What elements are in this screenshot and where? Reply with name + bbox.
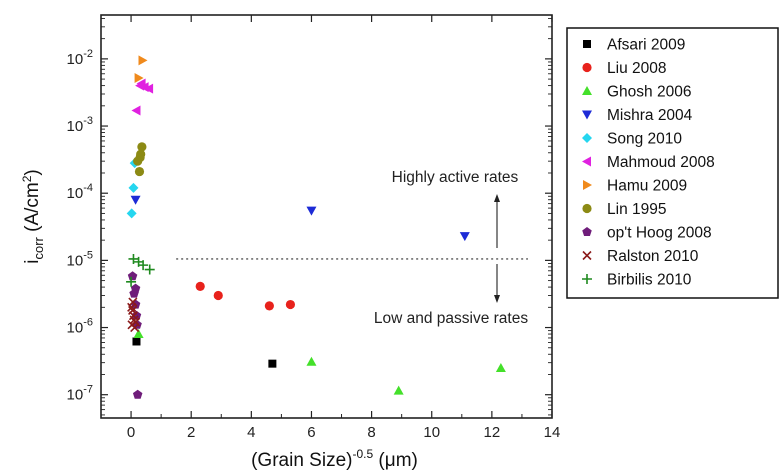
data-point xyxy=(126,276,137,287)
annotation-highly-active: Highly active rates xyxy=(392,169,519,186)
y-tick-label: 10-5 xyxy=(67,249,93,269)
data-point xyxy=(130,283,141,293)
x-tick-label: 4 xyxy=(247,424,255,441)
legend-label: Mishra 2004 xyxy=(607,107,693,124)
legend-marker xyxy=(582,133,592,143)
data-point xyxy=(132,389,143,399)
data-point xyxy=(213,290,223,301)
legend-marker xyxy=(583,40,591,48)
legend-marker xyxy=(583,180,592,190)
data-point xyxy=(306,356,317,366)
legend-marker xyxy=(582,227,592,237)
plot-layer xyxy=(126,55,506,399)
data-point xyxy=(135,80,145,91)
data-point xyxy=(127,302,137,312)
x-tick-label: 6 xyxy=(307,424,315,441)
y-axis-title: icorr (A/cm2) xyxy=(20,169,46,264)
data-point xyxy=(138,260,149,271)
data-point xyxy=(133,329,144,339)
data-point xyxy=(393,385,404,395)
data-point xyxy=(306,206,317,216)
data-point xyxy=(128,182,139,193)
legend-label: Song 2010 xyxy=(607,131,682,148)
y-tick-label: 10-3 xyxy=(67,115,93,135)
data-point xyxy=(134,72,144,83)
data-point xyxy=(495,362,506,372)
legend-label: Birbilis 2010 xyxy=(607,272,692,289)
data-point xyxy=(144,83,154,94)
legend-marker xyxy=(582,86,592,95)
data-point xyxy=(127,271,138,281)
y-tick-label: 10-6 xyxy=(67,317,93,337)
x-tick-label: 10 xyxy=(423,424,440,441)
annotations-layer: Highly active rates Low and passive rates xyxy=(176,169,528,327)
data-point xyxy=(134,166,145,177)
data-point xyxy=(131,105,141,116)
legend-label: Hamu 2009 xyxy=(607,178,687,195)
legend-label: Lin 1995 xyxy=(607,201,666,218)
x-tick-label: 14 xyxy=(544,424,561,441)
x-tick-label: 12 xyxy=(484,424,501,441)
data-point xyxy=(195,281,205,291)
data-point xyxy=(285,299,296,310)
y-tick-label: 10-7 xyxy=(67,384,93,404)
data-point xyxy=(136,149,146,159)
x-tick-label: 8 xyxy=(367,424,375,441)
plot-frame xyxy=(100,14,553,419)
legend-marker xyxy=(582,62,592,73)
data-point xyxy=(128,253,139,264)
data-point xyxy=(131,317,141,327)
arrow-up-head xyxy=(494,194,500,202)
legend-box xyxy=(566,27,779,299)
x-tick-label: 2 xyxy=(187,424,195,441)
data-point xyxy=(137,142,147,152)
legend-marker xyxy=(582,110,592,120)
legend-label: Ghosh 2006 xyxy=(607,84,691,101)
data-point xyxy=(138,55,148,66)
legend: Afsari 2009 Liu 2008 Ghosh 2006 Mishra 2004… xyxy=(566,27,779,299)
axes-layer: 0 2 4 6 8 10 12 14 10-7 10-6 10-5 10-4 10-3 10-2 (Grai… xyxy=(20,14,561,471)
legend-marker xyxy=(582,156,591,167)
legend-marker xyxy=(582,203,592,214)
data-point xyxy=(130,195,141,205)
legend-label: Ralston 2010 xyxy=(607,248,699,265)
legend-marker xyxy=(582,250,592,261)
data-point xyxy=(459,232,470,242)
data-point xyxy=(126,208,137,219)
y-tick-label: 10-4 xyxy=(67,182,93,202)
legend-label: Liu 2008 xyxy=(607,60,666,77)
annotation-low-passive: Low and passive rates xyxy=(374,310,528,327)
legend-marker xyxy=(582,274,592,284)
legend-label: Afsari 2009 xyxy=(607,37,685,54)
data-point xyxy=(128,297,138,307)
data-point xyxy=(144,264,155,275)
legend-label: op't Hoog 2008 xyxy=(607,225,712,242)
x-axis-title: (Grain Size)-0.5 (μm) xyxy=(251,447,418,471)
data-point xyxy=(264,301,274,311)
arrow-down-head xyxy=(494,295,500,303)
x-tick-label: 0 xyxy=(127,424,135,441)
legend-label: Mahmoud 2008 xyxy=(607,154,715,171)
data-point xyxy=(268,359,277,368)
y-tick-label: 10-2 xyxy=(67,48,93,68)
data-point xyxy=(132,337,141,346)
